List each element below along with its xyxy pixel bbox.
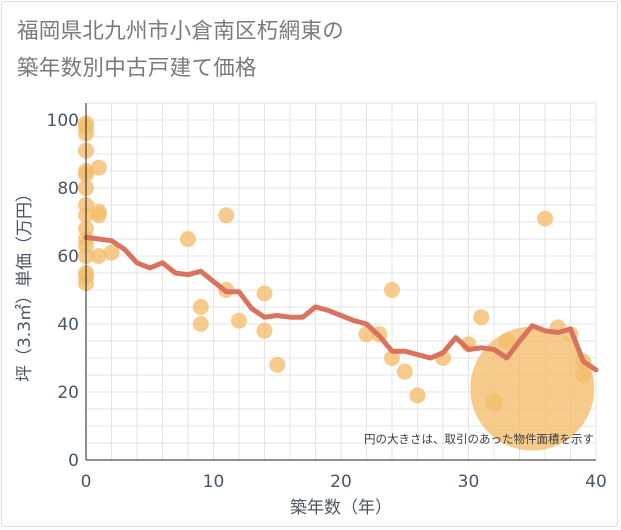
scatter-point bbox=[180, 231, 196, 247]
axes bbox=[85, 103, 596, 461]
scatter-point bbox=[396, 363, 413, 380]
x-tick-label: 10 bbox=[203, 472, 225, 492]
y-tick-label: 0 bbox=[68, 451, 79, 471]
y-axis-label: 坪（3.3㎡）単価（万円） bbox=[15, 185, 35, 382]
scatter-point bbox=[470, 326, 595, 451]
x-tick-label: 20 bbox=[330, 472, 352, 492]
scatter-point bbox=[231, 312, 247, 329]
average-line bbox=[83, 234, 599, 373]
scatter-point bbox=[256, 285, 273, 302]
x-tick-label: 30 bbox=[458, 472, 480, 492]
y-tick-label: 20 bbox=[57, 383, 79, 403]
scatter-point bbox=[384, 282, 400, 298]
scatter-point bbox=[575, 367, 592, 383]
scatter-point bbox=[103, 244, 120, 261]
scatter-point bbox=[218, 207, 235, 224]
x-tick-label: 0 bbox=[81, 472, 92, 492]
x-tick-label: 40 bbox=[585, 472, 607, 492]
scatter-point bbox=[409, 387, 426, 404]
scatter-point bbox=[90, 159, 107, 176]
scatter-point bbox=[90, 207, 107, 224]
scatter-point bbox=[269, 356, 286, 373]
scatter-point bbox=[192, 316, 209, 332]
tick-labels: 0 10 20 30 40 0 20 40 60 80 100 bbox=[47, 111, 607, 492]
size-legend-note: 円の大きさは、取引のあった物件面積を示す bbox=[364, 432, 594, 446]
scatter-point bbox=[90, 248, 107, 264]
y-tick-label: 60 bbox=[57, 247, 79, 267]
scatter-point bbox=[256, 322, 273, 339]
scatter-point bbox=[384, 350, 400, 366]
chart-title: 福岡県北九州市小倉南区朽網東の 築年数別中古戸建て価格 bbox=[17, 19, 345, 81]
scatter-point bbox=[537, 210, 553, 227]
y-tick-label: 80 bbox=[57, 179, 79, 199]
scatter-point bbox=[192, 299, 209, 315]
y-tick-label: 100 bbox=[47, 111, 79, 131]
x-axis-label: 築年数（年） bbox=[290, 498, 392, 518]
y-tick-label: 40 bbox=[57, 315, 79, 335]
scatter-point bbox=[473, 309, 490, 326]
